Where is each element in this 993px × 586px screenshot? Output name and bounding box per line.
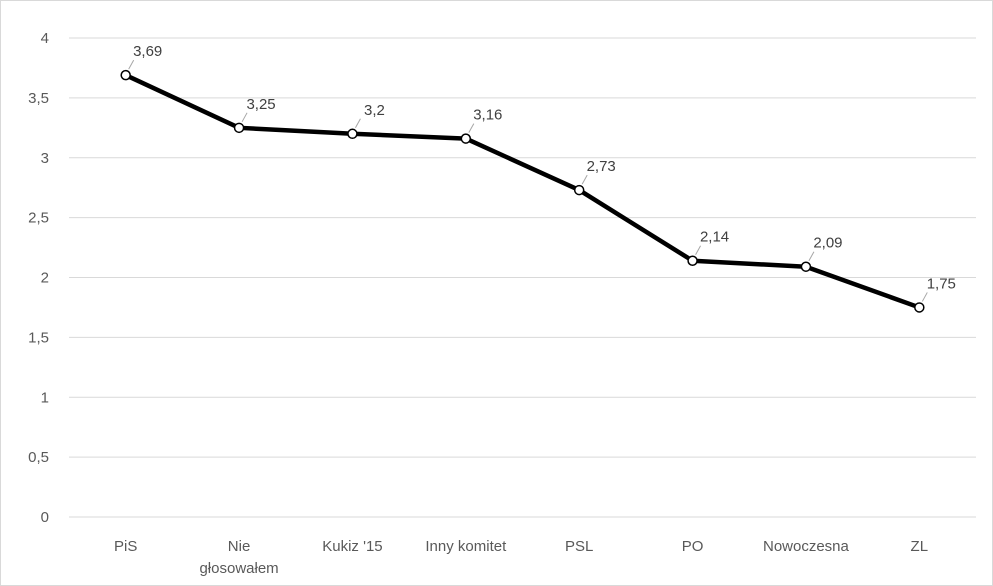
x-category-label: Nie głosowałem [199,538,278,577]
x-category-label: Nowoczesna [763,538,850,555]
y-tick-label: 4 [41,30,49,47]
data-point [573,184,585,196]
label-leader [921,292,928,302]
data-label: 3,16 [473,107,502,124]
data-point [687,255,698,266]
data-point [800,261,812,272]
data-point [120,69,131,81]
x-category-label: ZL [911,538,929,555]
y-tick-label: 0,5 [28,449,49,466]
data-label: 3,2 [364,102,385,119]
x-category-label: PiS [114,538,137,555]
data-label: 3,25 [246,96,275,113]
series-line [123,72,922,310]
x-category-label: Inny komitet [425,538,507,555]
label-leader [695,245,701,255]
x-category-label: Kukiz '15 [322,538,382,555]
y-tick-label: 0 [41,509,49,526]
x-category-label: PSL [565,538,593,555]
x-axis-categories: PiS Nie głosowałem Kukiz '15 Inny komitet PSL… [114,538,928,577]
label-leader [808,251,815,261]
label-leader [581,174,588,185]
data-label: 2,14 [700,229,729,246]
data-labels: 3,69 3,25 3,2 3,16 2,73 2,14 2,09 1,75 [128,43,956,302]
data-point [233,122,245,134]
series [120,69,925,313]
data-point [914,302,925,313]
data-label: 2,09 [813,235,842,252]
gridlines [69,37,976,518]
data-point [347,128,358,140]
y-tick-label: 1 [41,389,49,406]
label-leader [355,118,361,129]
label-leader [468,123,475,133]
label-leader [241,112,248,123]
y-axis-ticks: 0 0,5 1 1,5 2 2,5 3 3,5 4 [28,30,49,526]
label-leader [128,59,135,70]
data-label: 1,75 [927,275,956,292]
y-tick-label: 2,5 [28,210,49,227]
y-tick-label: 3,5 [28,90,49,107]
data-point [460,133,472,144]
y-tick-label: 2 [41,270,49,287]
y-tick-label: 3 [41,150,49,167]
data-label: 3,69 [133,43,162,60]
y-tick-label: 1,5 [28,329,49,346]
x-category-label: PO [682,538,704,555]
data-label: 2,73 [587,158,616,175]
